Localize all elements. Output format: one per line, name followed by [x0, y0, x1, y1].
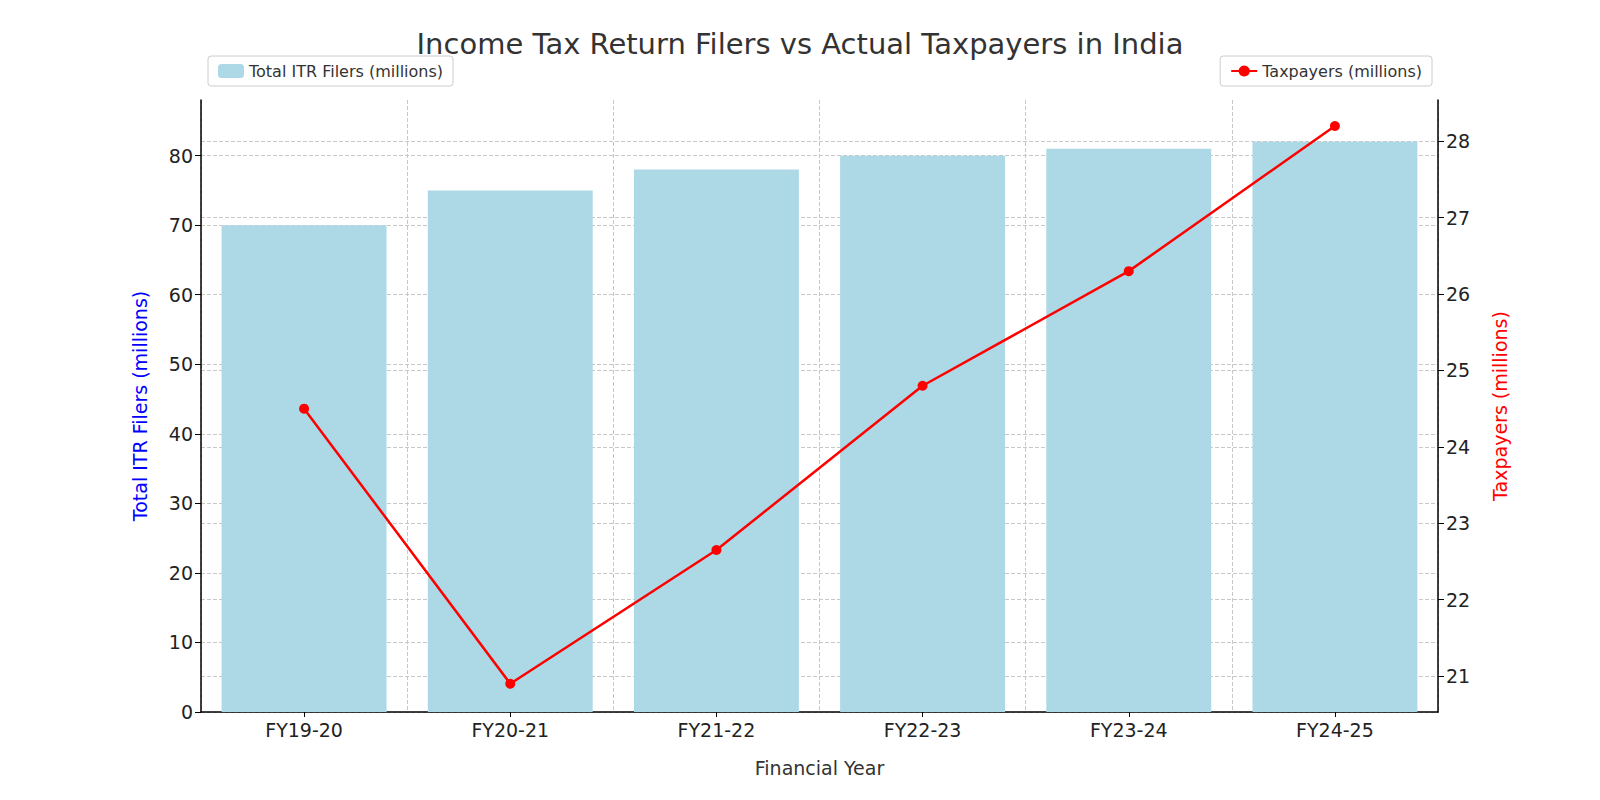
- svg-text:FY22-23: FY22-23: [884, 719, 962, 741]
- svg-text:22: 22: [1446, 589, 1470, 611]
- svg-text:0: 0: [181, 701, 193, 723]
- svg-text:23: 23: [1446, 512, 1470, 534]
- svg-text:26: 26: [1446, 283, 1470, 305]
- svg-text:40: 40: [169, 423, 193, 445]
- svg-text:60: 60: [169, 284, 193, 306]
- svg-text:FY24-25: FY24-25: [1296, 719, 1374, 741]
- svg-text:Taxpayers (millions): Taxpayers (millions): [1489, 311, 1511, 502]
- svg-text:10: 10: [169, 631, 193, 653]
- svg-text:21: 21: [1446, 665, 1470, 687]
- svg-text:30: 30: [169, 492, 193, 514]
- svg-text:20: 20: [169, 562, 193, 584]
- svg-text:Taxpayers (millions): Taxpayers (millions): [1261, 62, 1422, 81]
- svg-text:FY19-20: FY19-20: [265, 719, 343, 741]
- svg-text:80: 80: [169, 145, 193, 167]
- svg-text:FY23-24: FY23-24: [1090, 719, 1168, 741]
- svg-text:28: 28: [1446, 130, 1470, 152]
- svg-text:Income Tax Return Filers vs Ac: Income Tax Return Filers vs Actual Taxpa…: [417, 27, 1184, 61]
- svg-text:Total ITR Filers (millions): Total ITR Filers (millions): [129, 291, 151, 522]
- svg-text:50: 50: [169, 353, 193, 375]
- svg-text:Financial Year: Financial Year: [755, 757, 885, 779]
- svg-text:70: 70: [169, 214, 193, 236]
- svg-text:25: 25: [1446, 359, 1470, 381]
- svg-text:FY21-22: FY21-22: [678, 719, 756, 741]
- svg-text:FY20-21: FY20-21: [471, 719, 549, 741]
- svg-text:24: 24: [1446, 436, 1470, 458]
- svg-text:Total ITR Filers (millions): Total ITR Filers (millions): [248, 62, 443, 81]
- svg-text:27: 27: [1446, 207, 1470, 229]
